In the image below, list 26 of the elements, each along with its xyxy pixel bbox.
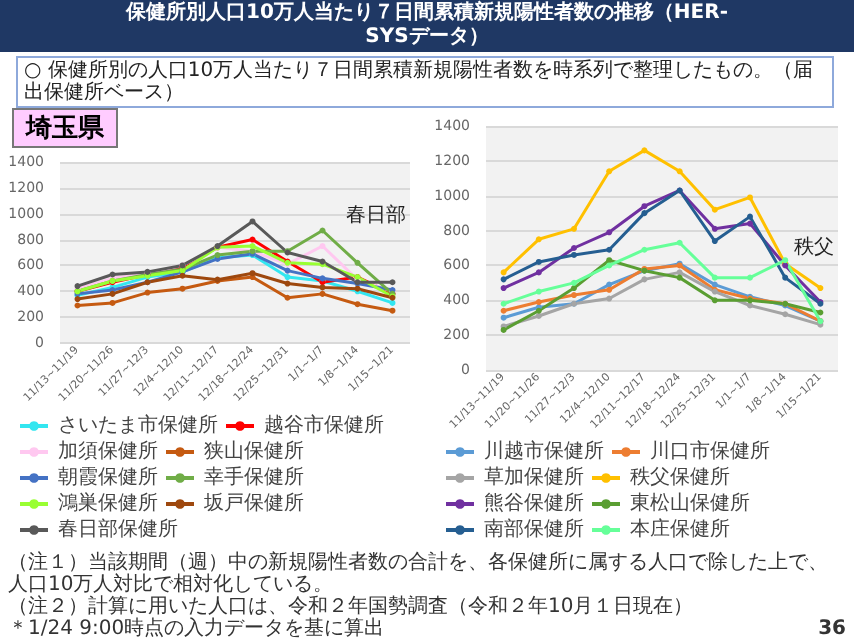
legend-label: 熊谷保健所 <box>484 491 584 515</box>
legend-label: 朝霞保健所 <box>58 465 158 489</box>
text: ＊1/24 9:00時点の入力データを基に算出 <box>8 618 385 640</box>
text: 36 <box>818 618 846 640</box>
legend-label: 狭山保健所 <box>204 439 304 463</box>
annotation: 春日部 <box>346 203 406 228</box>
legend-label: 加須保健所 <box>58 439 158 463</box>
legend-label: 南部保健所 <box>484 517 584 541</box>
legend-label: 越谷市保健所 <box>264 413 384 437</box>
chart-title: 保健所別人口10万人当たり７日間累積新規陽性者数の推移（HER-SYSデータ） <box>0 0 854 52</box>
legend-label: 鴻巣保健所 <box>58 491 158 515</box>
legend-label: 川口市保健所 <box>650 439 770 463</box>
annotation: 秩父 <box>794 235 834 259</box>
legend-label: 本庄保健所 <box>630 517 730 541</box>
legend-label: さいたま市保健所 <box>58 413 218 437</box>
text: （注２）計算に用いた人口は、令和２年国勢調査（令和２年10月１日現在） <box>8 596 696 618</box>
text: （注１）当該期間（週）中の新規陽性者数の合計を、各保健所に属する人口で除した上で、人口10万人対比で相対化している。 <box>8 552 830 596</box>
legend-label: 草加保健所 <box>484 465 584 489</box>
legend-label: 秩父保健所 <box>630 465 730 489</box>
legend-label: 東松山保健所 <box>630 491 750 515</box>
legend-label: 川越市保健所 <box>484 439 604 463</box>
legend-label: 坂戸保健所 <box>202 491 304 515</box>
legend-label: 春日部保健所 <box>58 517 178 541</box>
chart-subtitle: ○ 保健所別の人口10万人当たり７日間累積新規陽性者数を時系列で整理したもの。（届出保健所ベース） <box>16 56 834 108</box>
legend-label: 幸手保健所 <box>204 465 304 489</box>
text: 埼玉県 <box>26 114 104 144</box>
